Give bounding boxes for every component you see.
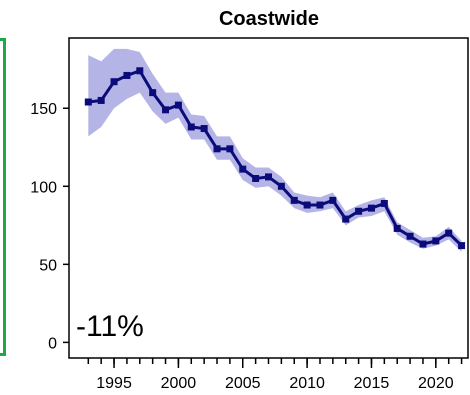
data-point: [419, 240, 427, 248]
data-point: [342, 215, 350, 223]
data-point: [303, 201, 311, 209]
data-point: [367, 204, 375, 212]
data-point: [162, 106, 170, 114]
data-point: [290, 196, 298, 204]
data-point: [123, 71, 131, 79]
data-point: [187, 123, 195, 131]
data-point: [200, 125, 208, 133]
data-point: [277, 182, 285, 190]
data-point: [226, 145, 234, 153]
x-tick-label: 2000: [161, 375, 197, 392]
y-tick-label: 150: [30, 101, 57, 118]
data-point: [213, 145, 221, 153]
data-point: [380, 199, 388, 207]
x-tick-label: 2010: [289, 375, 325, 392]
data-point: [239, 165, 247, 173]
percent-change-annotation: -11%: [76, 310, 144, 343]
data-point: [174, 101, 182, 109]
data-point: [84, 98, 92, 106]
data-point: [329, 196, 337, 204]
data-point: [252, 174, 260, 182]
data-point: [432, 237, 440, 245]
chart-title: Coastwide: [219, 8, 319, 30]
data-point: [316, 201, 324, 209]
y-tick-label: 0: [48, 335, 57, 352]
data-point: [97, 96, 105, 104]
data-point: [149, 89, 157, 97]
data-point: [355, 207, 363, 215]
x-tick-label: 2015: [354, 375, 390, 392]
x-tick-label: 2005: [225, 375, 261, 392]
green-frame-bracket: [0, 38, 6, 356]
y-tick-label: 100: [30, 179, 57, 196]
data-point: [393, 224, 401, 232]
data-point: [136, 67, 144, 75]
x-tick-label: 2020: [418, 375, 454, 392]
x-tick-label: 1995: [96, 375, 132, 392]
data-point: [445, 229, 453, 237]
data-point: [406, 232, 414, 240]
confidence-band: [88, 48, 462, 252]
data-point: [110, 78, 118, 86]
data-point: [265, 173, 272, 181]
y-tick-label: 50: [39, 257, 57, 274]
data-point: [458, 242, 466, 250]
